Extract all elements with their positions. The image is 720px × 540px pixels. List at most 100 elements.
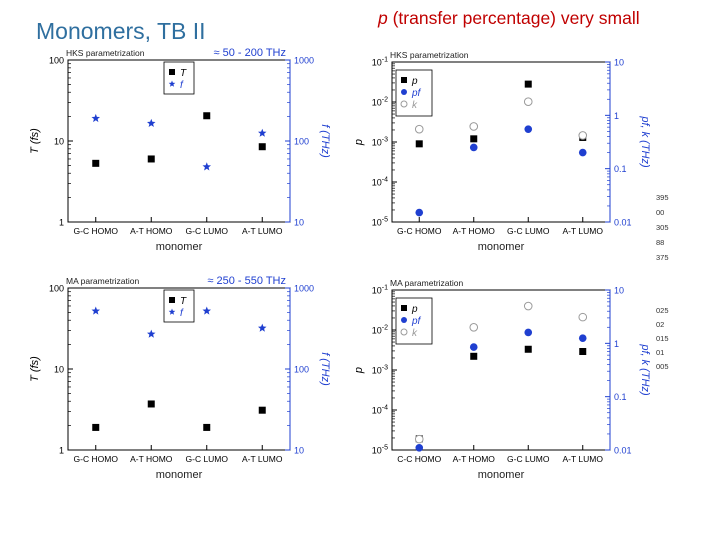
point-pf [415,443,424,452]
x-tick-label: C-C HOMO [397,454,441,464]
point-f [91,113,100,123]
legend-label: k [412,328,418,339]
point-k [469,322,479,332]
legend-marker-k [400,100,408,108]
x-tick-label: G-C HOMO [74,226,119,236]
point-T [92,159,100,167]
side-fragment-text: 395 [656,193,669,202]
point-k [578,312,588,322]
y2-axis-label: f (THz) [319,124,331,158]
chart-panel-3: MA parametrization ≈ 250 - 550 THz 1 10 100 1… [29,275,331,481]
y2-tick-label: 0.1 [614,164,627,174]
legend: Tf [163,289,195,323]
point-k [414,434,424,444]
point-k [523,97,533,107]
legend-marker-p [401,305,407,311]
y2-tick-label: 1000 [294,56,314,66]
panel-title: HKS parametrization [66,48,145,58]
y2-tick-label: 1 [614,339,619,349]
y2-tick-label: 0.01 [614,218,632,228]
point-f [258,128,267,137]
point-p [579,348,587,356]
legend-marker-pf [401,89,407,95]
y-tick-label: 1 [59,218,64,228]
point-p [524,345,532,353]
chart-panel-4: MA parametrization 10-5 10-4 10-3 10-2 10-1 0.… [353,278,651,481]
point-pf [415,208,424,217]
point-T [258,406,266,414]
y2-tick-label: 1 [614,111,619,121]
point-p [470,135,478,143]
y-tick-label: 10-3 [372,137,388,148]
y2-tick-label: 10 [294,218,304,228]
legend-marker-f [168,308,176,315]
y-tick-label: 10-5 [372,217,388,228]
legend: Tf [163,61,195,95]
point-pf [469,343,478,351]
point-T [203,423,211,431]
y2-axis-label: pf, k (THz) [639,343,651,396]
subtitle-variable: p [378,8,388,28]
x-axis-label: monomer [478,241,525,253]
point-k [578,131,588,140]
x-tick-label: A-T LUMO [242,226,283,236]
side-fragment-text: 025 [656,306,669,315]
y-tick-label: 10-2 [372,325,388,336]
point-pf [469,143,478,152]
point-f [147,118,156,127]
point-T [147,400,155,408]
x-tick-label: A-T HOMO [130,226,173,236]
y2-tick-label: 1000 [294,284,314,294]
point-f [91,306,100,315]
y-tick-label: 10-3 [372,365,388,376]
y-axis-label: p [353,139,365,146]
side-fragment-text: 305 [656,223,669,232]
point-T [92,423,100,431]
y-tick-label: 100 [49,56,64,66]
subtitle-text: (transfer percentage) very small [387,8,640,28]
side-fragment-text: 01 [656,348,664,357]
panel-title: MA parametrization [390,278,463,288]
side-fragment-text: 015 [656,334,669,343]
panel-title: MA parametrization [66,276,139,286]
point-f [147,329,156,338]
y-axis-label: p [353,367,365,374]
y2-axis-label: pf, k (THz) [639,115,651,168]
x-tick-label: A-T LUMO [563,454,604,464]
side-fragment-text: 005 [656,362,669,371]
y2-axis-label: f (THz) [319,352,331,386]
legend-marker-T [169,69,175,75]
legend-label: f [180,80,184,91]
y2-tick-label: 10 [614,286,624,296]
y-tick-label: 10 [54,365,64,375]
legend-box [163,61,195,95]
y2-tick-label: 10 [614,58,624,68]
legend-marker-T [169,297,175,303]
y-tick-label: 10-2 [372,97,388,108]
x-axis-label: monomer [478,469,525,481]
frequency-range-annotation: ≈ 50 - 200 THz [214,47,286,59]
x-tick-label: G-C HOMO [397,226,442,236]
y-tick-label: 10-1 [372,57,388,68]
chart-panel-1: HKS parametrization ≈ 50 - 200 THz 1 10 100 1… [29,47,331,253]
legend-label: T [180,296,187,307]
y-axis-label: T (fs) [29,128,41,154]
point-pf [524,328,533,337]
side-fragment-text: 88 [656,238,664,247]
chart-panel-2: HKS parametrization 10-5 10-4 10-3 10-2 10-1 0… [353,50,651,253]
y-tick-label: 10-1 [372,285,388,296]
x-axis-label: monomer [156,469,203,481]
y-tick-label: 10-4 [372,405,388,416]
point-k [523,301,533,311]
x-tick-label: A-T LUMO [242,454,283,464]
point-pf [578,148,587,157]
legend-marker-pf [401,317,407,323]
y-tick-label: 10-4 [372,177,388,188]
side-fragment-text: 02 [656,320,664,329]
x-tick-label: G-C LUMO [186,454,229,464]
y2-tick-label: 100 [294,137,309,147]
y2-tick-label: 0.1 [614,392,627,402]
x-tick-label: A-T HOMO [453,226,496,236]
frequency-range-annotation: ≈ 250 - 550 THz [207,275,286,287]
